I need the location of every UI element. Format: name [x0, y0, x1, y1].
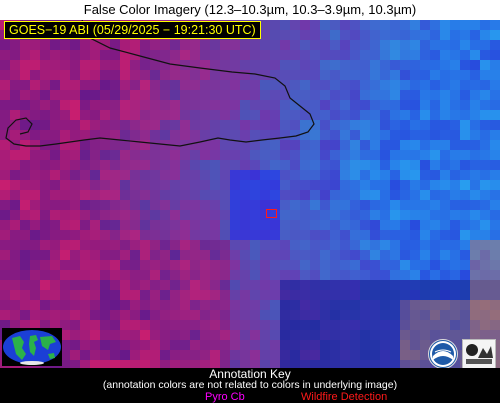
annotation-key-items: Pyro Cb Wildfire Detection — [0, 391, 500, 403]
noaa-logo-icon — [428, 339, 458, 369]
state-border — [5, 20, 315, 147]
annotation-key-title: Annotation Key — [209, 367, 291, 381]
cimss-logo-icon — [462, 339, 496, 369]
legend-wildfire-detection: Wildfire Detection — [301, 391, 388, 403]
globe-icon — [2, 328, 62, 366]
annotation-key: Annotation Key (annotation colors are no… — [0, 367, 500, 403]
annotation-key-note: (annotation colors are not related to co… — [102, 379, 398, 391]
wildfire-detection-marker — [266, 209, 277, 218]
satellite-imagery — [0, 20, 500, 368]
image-title: False Color Imagery (12.3–10.3µm, 10.3–3… — [0, 0, 500, 20]
satellite-timestamp-label: GOES−19 ABI (05/29/2025 − 19:21:30 UTC) — [4, 21, 261, 39]
legend-pyro-cb: Pyro Cb — [205, 391, 245, 403]
